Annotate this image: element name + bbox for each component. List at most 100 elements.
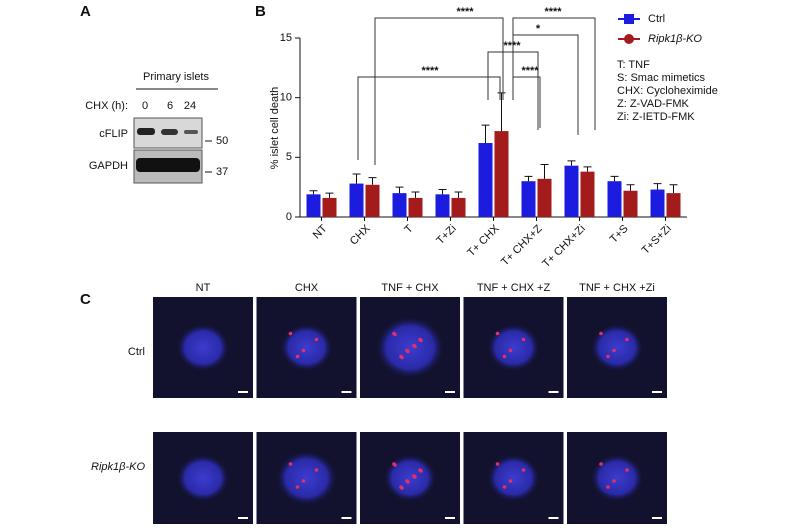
error-bar — [497, 92, 506, 132]
stain — [508, 348, 513, 353]
significance: **** — [544, 6, 562, 18]
x-tick-label: T+Zi — [434, 223, 458, 247]
error-bar — [653, 183, 662, 190]
x-tick-label: NT — [311, 222, 330, 241]
error-bar — [626, 184, 635, 191]
error-bar — [352, 173, 361, 184]
bar — [521, 181, 536, 217]
stain — [606, 354, 610, 359]
error-bar — [610, 175, 619, 182]
bar — [623, 190, 638, 217]
stain — [301, 348, 306, 353]
x-tick-label: T+ CHX — [465, 222, 502, 259]
stain — [625, 337, 629, 342]
timepoint: 0 — [142, 100, 148, 112]
stain — [419, 338, 423, 343]
significance: * — [536, 23, 541, 35]
y-tick-label: 15 — [280, 32, 292, 44]
x-tick-label: T+ CHX+Z — [499, 223, 545, 269]
stain — [400, 486, 404, 490]
column-label: TNF + CHX +Zi — [579, 282, 655, 294]
error-bar — [669, 184, 678, 194]
legend-marker — [624, 14, 634, 24]
nucleus — [276, 451, 337, 505]
nucleus — [376, 316, 444, 379]
legend-label: Ctrl — [648, 13, 665, 25]
stain — [495, 331, 500, 336]
legend-note: Z: Z-VAD-FMK — [617, 98, 690, 110]
legend-note: CHX: Cycloheximide — [617, 85, 718, 97]
bar — [607, 181, 622, 217]
legend-note: T: TNF — [617, 59, 650, 71]
bar — [306, 194, 321, 217]
column-label: TNF + CHX +Z — [477, 282, 551, 294]
error-bar — [481, 124, 490, 144]
bracket — [512, 76, 541, 128]
marker: 37 — [216, 166, 228, 178]
error-bar — [368, 177, 377, 185]
bar — [365, 184, 380, 217]
bar — [580, 171, 595, 217]
column-label: TNF + CHX — [381, 282, 439, 294]
band — [184, 130, 198, 134]
legend-note: Zi: Z-IETD-FMK — [617, 111, 695, 123]
legend-note: S: Smac mimetics — [617, 72, 706, 84]
bar — [650, 189, 665, 217]
stain — [400, 355, 404, 360]
stain — [599, 331, 603, 336]
band — [137, 128, 155, 135]
nucleus — [487, 454, 540, 502]
protein: cFLIP — [99, 128, 128, 140]
row-label: Ripk1β-KO — [91, 461, 145, 473]
marker: 50 — [216, 135, 228, 147]
stain — [295, 354, 300, 359]
bar — [349, 183, 364, 217]
stain — [314, 337, 319, 342]
blot-title: Primary islets — [143, 71, 210, 83]
stain — [393, 463, 397, 467]
column-label: NT — [196, 282, 211, 294]
bar — [564, 165, 579, 217]
stain — [599, 462, 603, 466]
error-bar — [438, 189, 447, 195]
stain — [288, 331, 293, 336]
error-bar — [524, 175, 533, 182]
error-bar — [325, 192, 334, 198]
panel-label: B — [255, 3, 266, 20]
bar — [478, 143, 493, 217]
x-tick-label: T+S — [608, 223, 631, 246]
stain — [625, 468, 629, 472]
stain — [612, 348, 616, 353]
bar — [392, 193, 407, 217]
significance: **** — [421, 65, 439, 77]
x-tick-label: CHX — [348, 222, 373, 247]
significance: **** — [456, 6, 474, 18]
band — [161, 129, 178, 135]
stain — [295, 485, 300, 489]
error-bar — [583, 166, 592, 172]
bracket — [487, 51, 539, 130]
timepoint: 24 — [184, 100, 196, 112]
legend-marker — [624, 34, 634, 44]
bar — [537, 178, 552, 217]
significance: **** — [521, 65, 539, 77]
stain — [612, 479, 616, 483]
error-bar — [411, 191, 420, 198]
condition-label: CHX (h): — [85, 100, 128, 112]
protein: GAPDH — [89, 160, 128, 172]
panel-label: C — [80, 291, 91, 308]
stain — [406, 349, 410, 354]
stain — [413, 475, 417, 479]
nucleus — [591, 454, 643, 502]
error-bar — [395, 186, 404, 194]
error-bar — [454, 191, 463, 198]
band — [136, 158, 200, 172]
bar — [322, 197, 337, 217]
bar — [451, 197, 466, 217]
y-tick-label: 5 — [286, 151, 292, 163]
bracket — [512, 34, 579, 135]
bracket — [374, 17, 504, 165]
stain — [606, 485, 610, 489]
stain — [419, 469, 423, 473]
